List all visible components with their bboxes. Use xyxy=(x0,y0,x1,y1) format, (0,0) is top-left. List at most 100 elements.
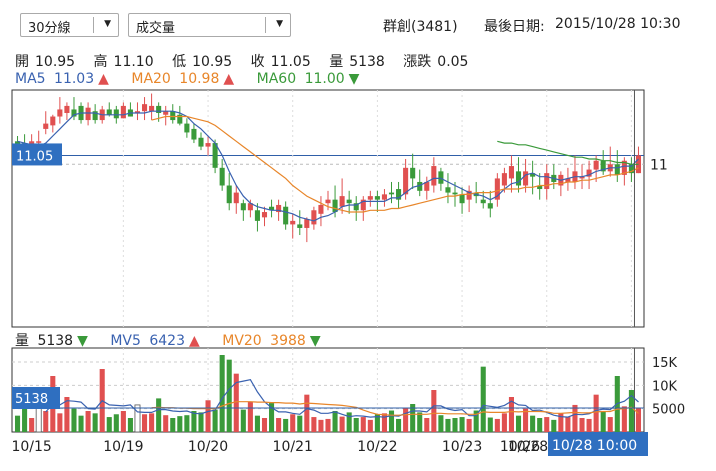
candle xyxy=(424,181,430,191)
candle xyxy=(113,109,119,119)
candle xyxy=(374,196,380,200)
current-price-tag xyxy=(12,143,62,166)
candle xyxy=(283,206,289,225)
current-volume-label: 5138 xyxy=(15,392,48,407)
quote-summary: 開 10.95 高 11.10 低 10.95 收 11.05 量 5138 漲跌 0.05 xyxy=(15,51,474,71)
candle xyxy=(177,114,183,124)
candle xyxy=(134,111,141,113)
candle xyxy=(304,219,310,228)
up-triangle-icon: ▲ xyxy=(189,333,200,349)
volume-bar xyxy=(501,413,507,432)
volume-bar xyxy=(494,418,500,432)
period-dropdown[interactable]: 30分線 ▼ xyxy=(20,13,119,37)
candle xyxy=(501,173,507,186)
mv20-legend: MV20 3988 ▼ xyxy=(222,333,324,349)
volume-bar xyxy=(635,408,642,432)
candle xyxy=(120,105,126,119)
volume-bar xyxy=(85,411,91,432)
mv5-legend: MV5 6423 ▲ xyxy=(110,333,208,349)
ma5-label: MA5 xyxy=(15,71,46,87)
indicator-dropdown-label: 成交量 xyxy=(136,21,176,36)
volume-bar xyxy=(325,418,331,432)
volume-value: 5138 xyxy=(349,54,385,70)
chevron-down-icon: ▼ xyxy=(276,19,283,29)
candle xyxy=(381,194,387,200)
volume-bar xyxy=(184,415,190,432)
volume-bar xyxy=(78,415,84,432)
volume-bar xyxy=(254,415,260,432)
candle xyxy=(184,123,190,133)
candle xyxy=(410,167,416,179)
candle xyxy=(445,187,451,193)
volume-bar xyxy=(473,410,479,432)
candle xyxy=(600,160,606,172)
candle xyxy=(586,169,592,177)
volume-bar xyxy=(452,418,458,432)
x-axis-tick-label: 10/19 xyxy=(103,439,143,455)
low-value: 10.95 xyxy=(192,54,233,70)
mv20-label: MV20 xyxy=(222,333,262,349)
candle xyxy=(339,196,345,207)
current-price-label: 11.05 xyxy=(16,149,53,164)
candle xyxy=(269,206,275,211)
candle xyxy=(579,176,585,179)
volume-bar xyxy=(381,413,387,432)
volume-bar xyxy=(43,411,49,432)
volume-bar xyxy=(544,417,550,432)
candle xyxy=(57,109,63,117)
candle xyxy=(325,199,331,204)
candle xyxy=(156,105,162,113)
dropdown-divider xyxy=(265,17,266,33)
volume-bar xyxy=(353,418,359,432)
candle xyxy=(396,189,402,200)
candle xyxy=(417,181,423,191)
cursor-time-label: 10/28 10:00 xyxy=(552,438,637,454)
candle xyxy=(628,164,634,174)
up-triangle-icon: ▲ xyxy=(98,71,109,87)
volume-bar xyxy=(367,419,373,432)
open-value: 10.95 xyxy=(35,54,76,70)
price-tick-label: 11 xyxy=(650,157,668,173)
candle xyxy=(544,173,550,190)
volume-bar xyxy=(127,418,133,432)
candle xyxy=(459,194,465,204)
volume-bar xyxy=(290,414,296,432)
volume-bar xyxy=(35,405,42,433)
volume-bar xyxy=(177,416,183,432)
candle xyxy=(487,203,493,209)
down-triangle-icon: ▼ xyxy=(77,333,88,349)
volume-bar xyxy=(459,417,465,432)
indicator-dropdown[interactable]: 成交量 ▼ xyxy=(128,13,291,37)
vol-value: 5138 xyxy=(37,333,74,349)
volume-bar xyxy=(149,413,155,432)
candle xyxy=(346,199,352,204)
current-volume-tag xyxy=(12,387,60,409)
volume-bar xyxy=(487,417,493,432)
volume-label: 量 xyxy=(329,54,344,70)
volume-bar xyxy=(558,413,564,432)
volume-bar xyxy=(628,390,634,432)
volume-bar xyxy=(113,414,119,432)
volume-bar xyxy=(346,412,352,432)
volume-bar xyxy=(247,401,253,432)
volume-tick-label: 10K xyxy=(652,379,678,394)
volume-bar xyxy=(240,409,246,432)
close-value: 11.05 xyxy=(270,54,311,70)
x-axis-tick-label: 10/20 xyxy=(188,439,228,455)
candle xyxy=(233,192,239,204)
ma20-label: MA20 xyxy=(131,71,171,87)
high-value: 11.10 xyxy=(113,54,154,70)
volume-bar xyxy=(226,359,232,432)
volume-bar xyxy=(417,412,423,432)
volume-bar xyxy=(219,355,225,432)
candle xyxy=(247,203,253,211)
volume-bar xyxy=(269,403,275,432)
candle xyxy=(106,109,112,115)
mv5-line xyxy=(45,379,639,418)
x-axis-tick-label: 10/21 xyxy=(273,439,313,455)
candle xyxy=(43,123,49,129)
volume-bar xyxy=(431,390,437,432)
volume-bar xyxy=(445,418,451,432)
ma20-line xyxy=(151,115,639,213)
